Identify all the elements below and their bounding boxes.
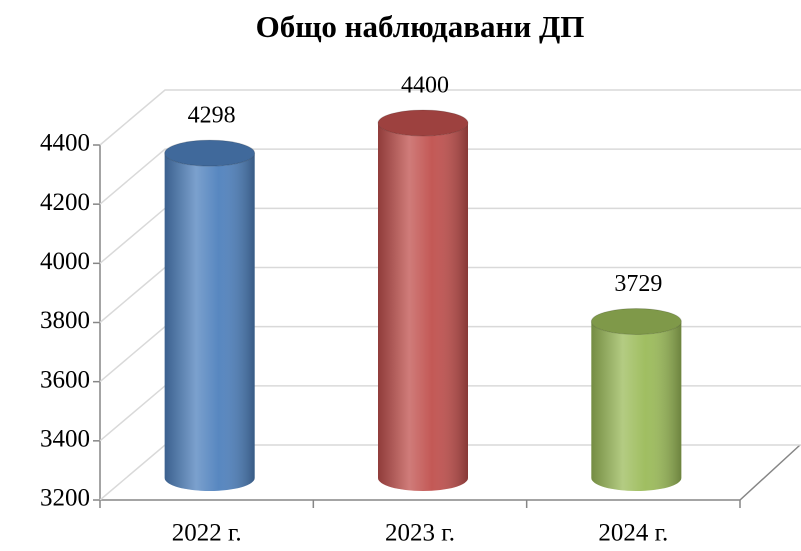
y-tick-label: 4200 xyxy=(40,189,90,216)
value-label: 4298 xyxy=(188,103,236,129)
y-tick-label: 3600 xyxy=(40,366,90,393)
x-tick-label: 2024 г. xyxy=(598,520,668,547)
y-tick-label: 3800 xyxy=(40,307,90,334)
bar-top xyxy=(164,139,256,167)
y-tick-label: 3400 xyxy=(40,426,90,453)
chart-title: Общо наблюдавани ДП xyxy=(256,9,585,44)
bar-top xyxy=(590,308,682,336)
bar-top-shade xyxy=(164,140,255,167)
y-tick-label: 4000 xyxy=(40,248,90,275)
bar-shade xyxy=(591,321,682,492)
y-tick-label: 3200 xyxy=(40,485,90,512)
value-label: 3729 xyxy=(614,271,662,297)
bar-shade xyxy=(378,123,468,491)
value-label: 4400 xyxy=(401,73,449,99)
bar-shade xyxy=(164,153,255,491)
grid-line xyxy=(99,148,801,205)
bar-top xyxy=(377,109,469,137)
x-tick-label: 2022 г. xyxy=(172,520,242,547)
bar-top-shade xyxy=(378,110,468,136)
y-tick-label: 4400 xyxy=(40,130,90,157)
grid-line xyxy=(99,89,801,146)
x-tick-label: 2023 г. xyxy=(385,520,455,547)
bar-top-shade xyxy=(591,308,682,335)
